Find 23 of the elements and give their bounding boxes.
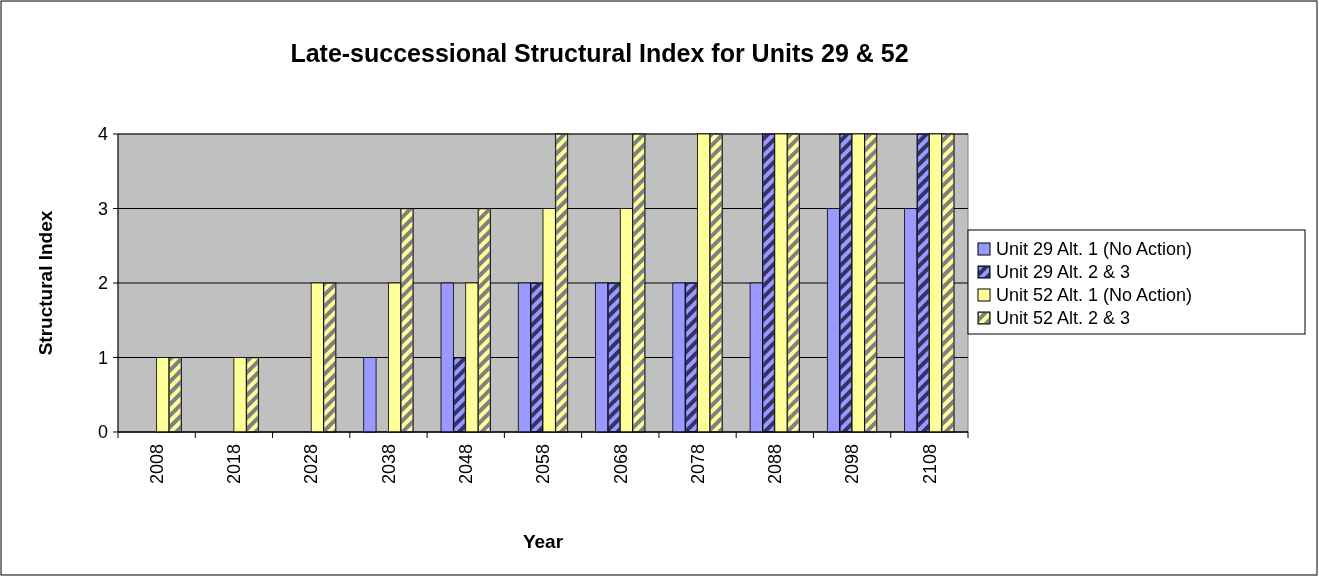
legend-label: Unit 29 Alt. 1 (No Action): [996, 239, 1193, 260]
y-tick-label: 3: [97, 198, 108, 219]
x-tick-label: 2098: [842, 444, 863, 485]
y-axis-title: Structural Index: [35, 210, 56, 356]
x-tick-label: 2008: [146, 444, 167, 485]
y-tick-label: 0: [97, 422, 108, 443]
y-tick-label: 2: [97, 273, 108, 294]
legend-label: Unit 52 Alt. 2 & 3: [996, 308, 1131, 329]
x-axis-title: Year: [522, 531, 564, 552]
x-tick-label: 2108: [919, 444, 940, 485]
y-tick-label: 1: [97, 347, 108, 368]
x-tick-label: 2088: [765, 444, 786, 485]
x-tick-label: 2038: [378, 444, 399, 485]
legend-label: Unit 52 Alt. 1 (No Action): [996, 285, 1193, 306]
x-tick-label: 2018: [224, 444, 245, 485]
legend-label: Unit 29 Alt. 2 & 3: [996, 262, 1131, 283]
x-tick-label: 2058: [533, 444, 554, 485]
chart-title: Late-successional Structural Index for Units 29 & 52: [290, 39, 909, 67]
x-tick-label: 2078: [687, 444, 708, 485]
x-tick-label: 2028: [301, 444, 322, 485]
x-tick-label: 2068: [610, 444, 631, 485]
y-tick-label: 4: [97, 124, 108, 145]
x-tick-label: 2048: [456, 444, 477, 485]
